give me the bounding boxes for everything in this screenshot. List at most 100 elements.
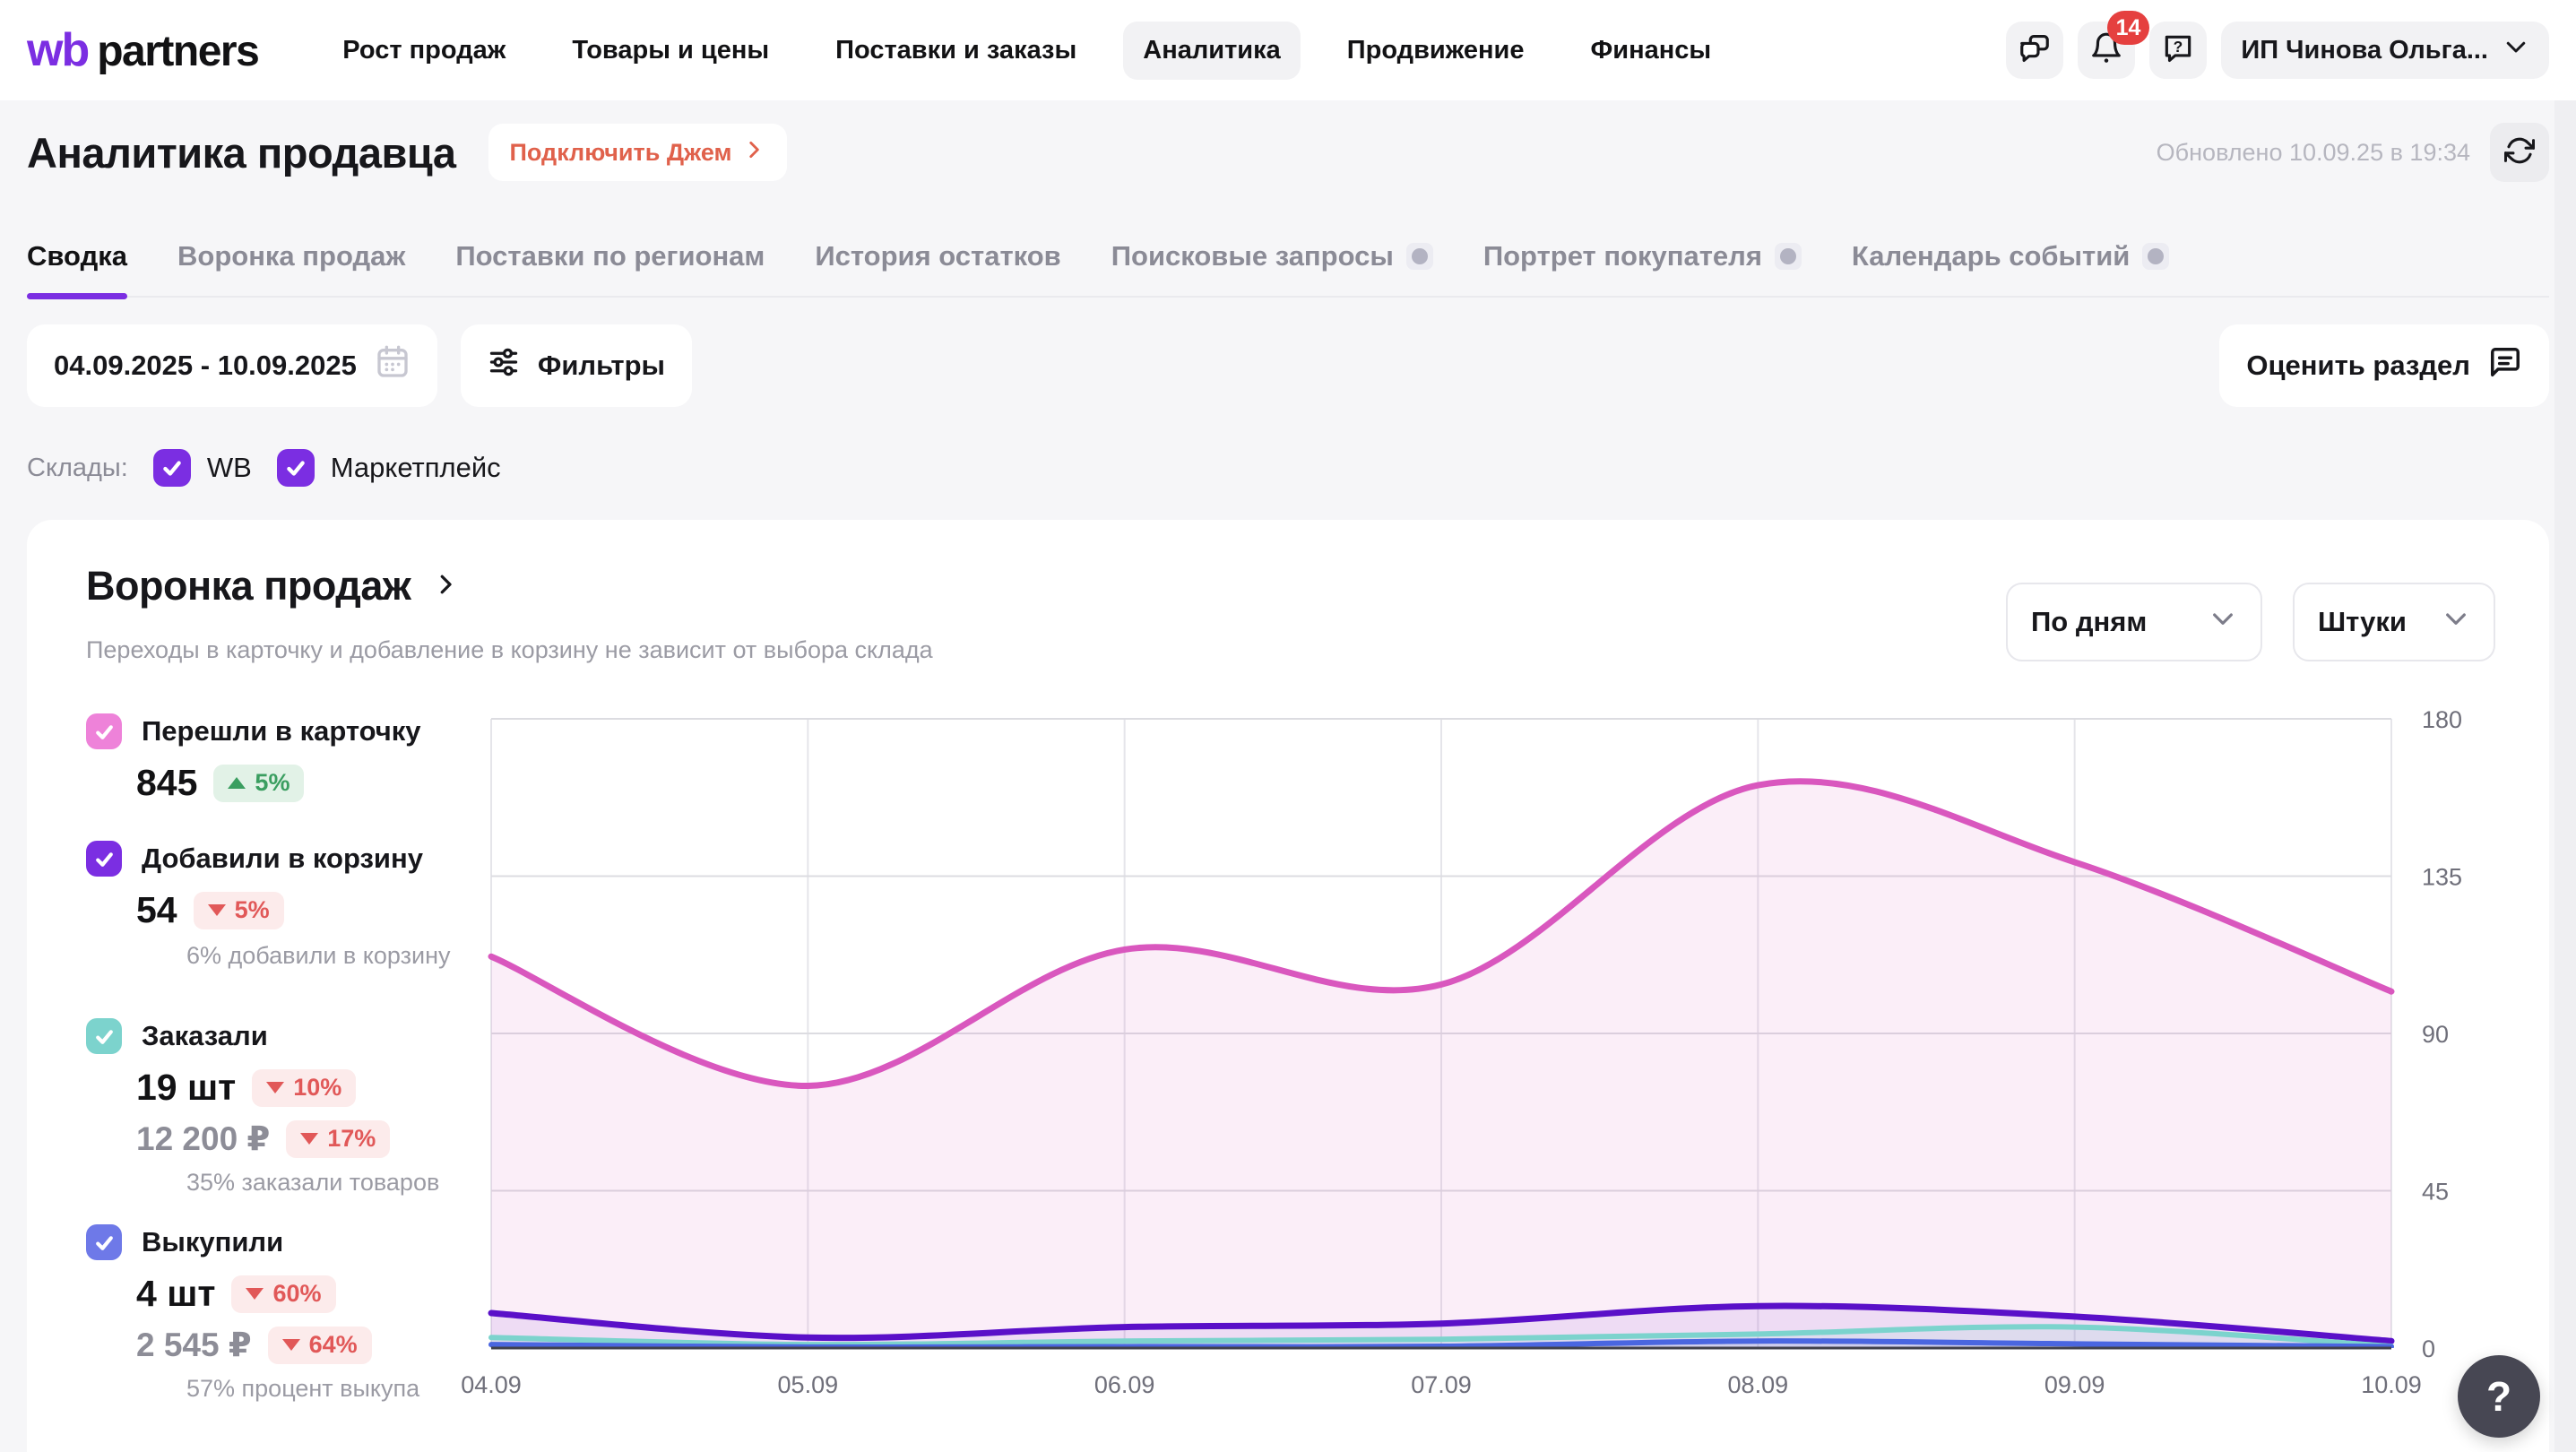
metric-note: 6% добавили в корзину <box>186 942 451 969</box>
connect-jam-label: Подключить Джем <box>509 138 732 166</box>
account-name: ИП Чинова Ольга... <box>2241 35 2488 65</box>
calendar-icon <box>375 344 411 387</box>
funnel-title-link[interactable]: Воронка продаж <box>86 563 459 609</box>
funnel-line-chart[interactable]: 0 45 90 135 180 04.09 05.09 06.09 07.09 08.09 09.0… <box>461 706 2576 1436</box>
delta-badge: 64% <box>267 1326 372 1364</box>
funnel-title: Воронка продаж <box>86 563 411 609</box>
legend-toggle-card-views[interactable]: Перешли в карточку <box>86 713 480 749</box>
nav-item-finance[interactable]: Финансы <box>1590 35 1712 65</box>
svg-text:0: 0 <box>2422 1335 2435 1362</box>
sales-funnel-card: Воронка продаж Переходы в карточку и доб… <box>27 520 2549 1452</box>
delta-badge: 60% <box>231 1275 336 1313</box>
svg-text:90: 90 <box>2422 1021 2449 1048</box>
legend-toggle-bought[interactable]: Выкупили <box>86 1224 480 1260</box>
filters-label: Фильтры <box>537 350 665 381</box>
filter-row: 04.09.2025 - 10.09.2025 Фильтры Оценить … <box>27 324 2549 407</box>
nav-item-goods-prices[interactable]: Товары и цены <box>572 35 770 65</box>
svg-text:06.09: 06.09 <box>1094 1371 1155 1398</box>
checkbox-checked-icon[interactable] <box>86 713 122 749</box>
legend-item-added-to-cart: Добавили в корзину 54 5% 6% добавили в к… <box>86 841 480 970</box>
chats-button[interactable] <box>2006 22 2064 79</box>
tab-buyer-portrait[interactable]: Портрет покупателя <box>1483 224 1802 296</box>
account-menu[interactable]: ИП Чинова Ольга... <box>2221 22 2549 79</box>
jam-dot-icon <box>1405 243 1433 270</box>
svg-text:45: 45 <box>2422 1179 2449 1206</box>
tab-events-calendar[interactable]: Календарь событий <box>1852 224 2170 296</box>
metric-value: 845 5% <box>136 762 480 804</box>
tab-summary[interactable]: Сводка <box>27 224 127 299</box>
svg-text:04.09: 04.09 <box>461 1371 522 1398</box>
main-nav: Рост продаж Товары и цены Поставки и зак… <box>323 21 1731 80</box>
updated-timestamp: Обновлено 10.09.25 в 19:34 <box>2156 138 2470 166</box>
sliders-icon <box>488 346 520 385</box>
page-title: Аналитика продавца <box>27 128 456 177</box>
warehouses-row: Склады: WB Маркетплейс <box>27 445 501 491</box>
jam-dot-icon <box>2142 243 2170 270</box>
checkbox-checked-icon[interactable] <box>86 1018 122 1054</box>
top-bar: wb partners Рост продаж Товары и цены По… <box>0 0 2576 100</box>
delta-badge: 5% <box>213 764 305 802</box>
checkbox-checked-icon[interactable] <box>86 841 122 877</box>
tab-search-queries[interactable]: Поисковые запросы <box>1111 224 1433 296</box>
date-range-picker[interactable]: 04.09.2025 - 10.09.2025 <box>27 324 437 407</box>
header-right: Обновлено 10.09.25 в 19:34 <box>2157 123 2549 182</box>
delta-badge: 17% <box>286 1119 391 1158</box>
warehouse-option-marketplace[interactable]: Маркетплейс <box>276 449 501 487</box>
delta-badge: 10% <box>252 1068 357 1107</box>
svg-text:09.09: 09.09 <box>2044 1371 2105 1398</box>
unit-select[interactable]: Штуки <box>2293 583 2495 661</box>
logo-partners: partners <box>97 28 260 75</box>
wb-partners-logo[interactable]: wb partners <box>27 23 260 77</box>
refresh-icon <box>2503 135 2536 170</box>
svg-text:10.09: 10.09 <box>2361 1371 2422 1398</box>
feedback-bubble-icon <box>2488 345 2522 386</box>
tab-stock-history[interactable]: История остатков <box>815 240 1061 272</box>
period-select[interactable]: По дням <box>2006 583 2262 661</box>
logo-wb: wb <box>27 24 90 76</box>
notifications-button[interactable]: 14 <box>2078 11 2150 79</box>
refresh-button[interactable] <box>2490 123 2549 182</box>
topbar-actions: 14 ? ИП Чинова Ольга... <box>2006 11 2549 79</box>
svg-text:?: ? <box>2174 37 2183 55</box>
chevron-right-icon <box>432 571 459 602</box>
support-button[interactable]: ? <box>2149 22 2208 79</box>
page-scrollbar[interactable] <box>2554 100 2576 1452</box>
period-select-value: По дням <box>2031 606 2148 637</box>
metric-value: 54 5% <box>136 889 480 931</box>
checkbox-checked-icon[interactable] <box>152 449 191 487</box>
help-fab-button[interactable]: ? <box>2458 1355 2540 1438</box>
tab-supplies-by-region[interactable]: Поставки по регионам <box>455 240 765 272</box>
date-range-value: 04.09.2025 - 10.09.2025 <box>54 350 357 381</box>
unit-select-value: Штуки <box>2318 606 2407 637</box>
jam-dot-icon <box>1774 243 1802 270</box>
metric-value: 19 шт 10% <box>136 1067 480 1109</box>
warehouse-option-wb[interactable]: WB <box>152 449 252 487</box>
legend-item-ordered: Заказали 19 шт 10% 12 200 ₽ 17% 35% зака… <box>86 1018 480 1197</box>
legend-toggle-added-to-cart[interactable]: Добавили в корзину <box>86 841 480 877</box>
legend-toggle-ordered[interactable]: Заказали <box>86 1018 480 1054</box>
notification-count-badge: 14 <box>2106 11 2150 45</box>
nav-item-analytics[interactable]: Аналитика <box>1123 21 1301 80</box>
page-header: Аналитика продавца Подключить Джем Обнов… <box>27 109 2549 195</box>
delta-badge: 5% <box>193 891 284 929</box>
section-tabs: Сводка Воронка продаж Поставки по регион… <box>27 224 2549 299</box>
nav-item-sales-growth[interactable]: Рост продаж <box>342 35 506 65</box>
rate-section-button[interactable]: Оценить раздел <box>2219 324 2549 407</box>
metric-value: 4 шт 60% <box>136 1273 480 1315</box>
svg-text:135: 135 <box>2422 864 2462 891</box>
nav-item-supplies-orders[interactable]: Поставки и заказы <box>835 35 1077 65</box>
checkbox-checked-icon[interactable] <box>86 1224 122 1260</box>
connect-jam-button[interactable]: Подключить Джем <box>488 124 788 181</box>
svg-text:180: 180 <box>2422 706 2462 733</box>
chevron-down-icon <box>2442 604 2470 640</box>
chart-canvas: 0 45 90 135 180 04.09 05.09 06.09 07.09 08.09 09.0… <box>461 706 2462 1398</box>
checkbox-checked-icon[interactable] <box>276 449 315 487</box>
svg-text:05.09: 05.09 <box>778 1371 839 1398</box>
nav-item-promotion[interactable]: Продвижение <box>1346 35 1525 65</box>
svg-text:07.09: 07.09 <box>1411 1371 1472 1398</box>
support-bubble-icon: ? <box>2161 31 2195 70</box>
filters-button[interactable]: Фильтры <box>460 324 692 407</box>
tab-sales-funnel[interactable]: Воронка продаж <box>177 240 406 272</box>
svg-text:08.09: 08.09 <box>1728 1371 1789 1398</box>
metric-value-rub: 12 200 ₽ 17% <box>136 1119 480 1158</box>
